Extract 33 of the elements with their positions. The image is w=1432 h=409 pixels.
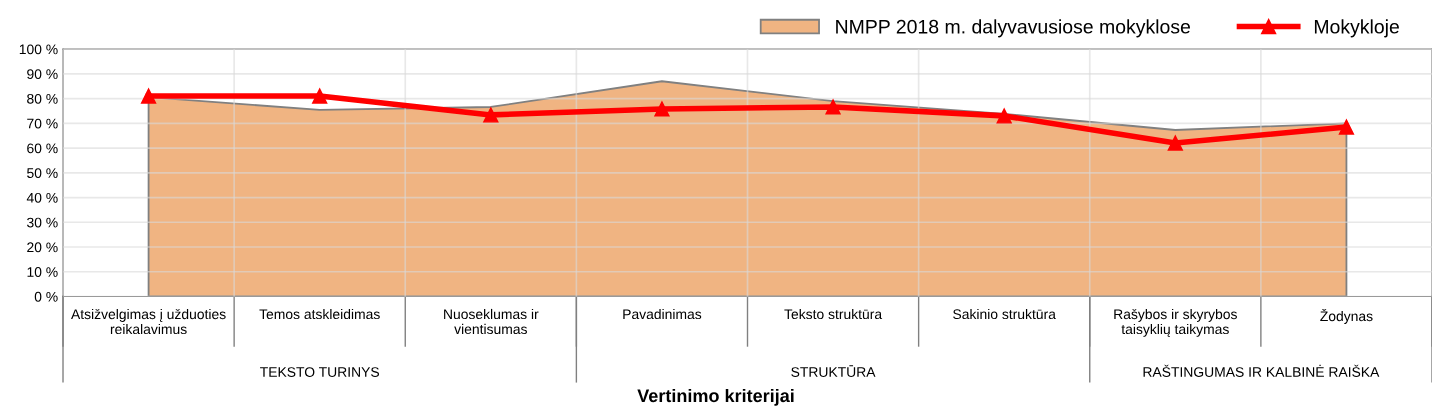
y-tick-label: 70 % bbox=[27, 118, 58, 129]
y-tick-label: 20 % bbox=[27, 242, 58, 253]
y-tick-label: 90 % bbox=[27, 69, 58, 79]
point bbox=[996, 108, 1012, 124]
y-tick-label: 50 % bbox=[27, 168, 58, 178]
x-tick-label: Žodynas bbox=[1320, 308, 1373, 324]
x-tick-label: Temos atskleidimas bbox=[259, 308, 380, 320]
x-tick-label: Rašybos ir skyrybos taisyklių taikymas bbox=[1114, 308, 1237, 337]
x-tick-label: Sakinio struktūra bbox=[953, 308, 1056, 320]
point bbox=[483, 107, 499, 123]
text: RAŠTINGUMAS IR KALBINĖ RAIŠKA bbox=[1143, 364, 1380, 377]
legend-label: Mokykloje bbox=[1314, 19, 1399, 38]
x-tick-label: Atsižvelgimas į užduoties reikalavimus bbox=[71, 308, 226, 335]
y-tick-label: 0 % bbox=[34, 291, 58, 302]
y-tick-label: 10 % bbox=[27, 267, 58, 277]
x-tick-label: Nuoseklumas ir vientisumas bbox=[444, 308, 539, 335]
y-tick-label: 60 % bbox=[27, 143, 58, 154]
point bbox=[1167, 135, 1183, 151]
point bbox=[312, 88, 328, 104]
point bbox=[1338, 119, 1355, 135]
text: STRUKTŪRA bbox=[791, 365, 876, 377]
point bbox=[825, 99, 841, 115]
x-axis-title: Vertinimo kriterijai bbox=[637, 388, 794, 406]
text: TEKSTO TURINYS bbox=[260, 367, 379, 377]
legend-label: NMPP 2018 m. dalyvavusiose mokyklose bbox=[836, 19, 1191, 38]
y-tick-label: 40 % bbox=[26, 192, 58, 203]
point bbox=[140, 88, 157, 104]
point bbox=[654, 101, 670, 117]
x-tick-label: Teksto struktūra bbox=[784, 308, 883, 320]
x-tick-label: Pavadinimas bbox=[623, 308, 702, 320]
y-tick-label: 80 % bbox=[27, 93, 58, 104]
y-tick-label: 100 % bbox=[19, 44, 58, 55]
y-tick-label: 30 % bbox=[27, 217, 58, 228]
